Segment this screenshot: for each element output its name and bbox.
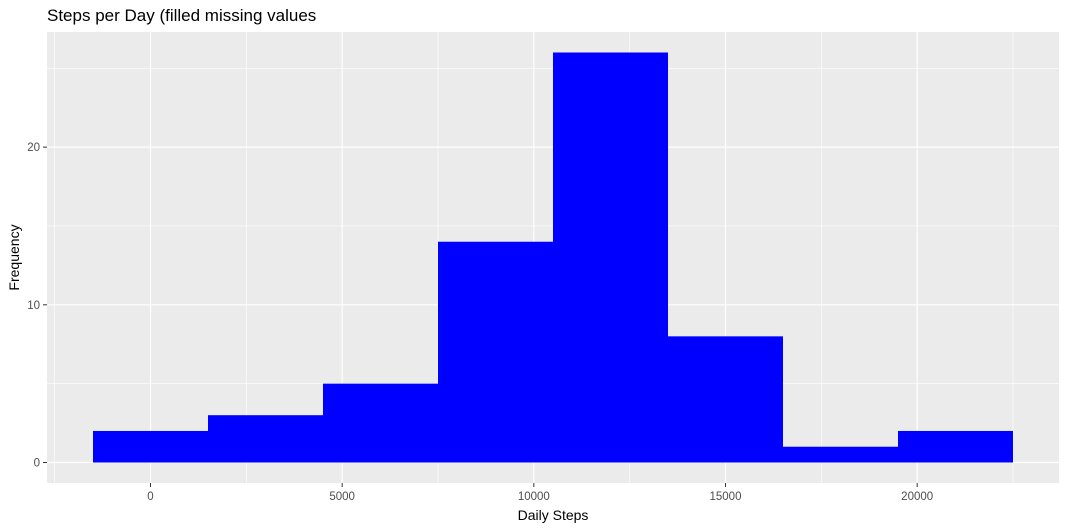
x-tick-label: 20000 [901,491,933,503]
y-tick-label: 10 [27,300,40,312]
histogram-bars [93,52,1013,463]
y-axis: 0 10 20 [27,142,47,470]
x-tick-label: 10000 [518,491,550,503]
histogram-bar [668,336,783,463]
y-tick-label: 20 [27,142,40,154]
histogram-bar [208,415,323,463]
histogram-bar [553,52,668,463]
histogram-bar [898,430,1013,463]
x-axis: 0 5000 10000 15000 20000 [147,483,933,503]
x-tick-label: 5000 [329,491,355,503]
histogram-bar [93,430,208,463]
histogram-bar [438,241,553,463]
histogram-bar [783,446,898,463]
chart-title: Steps per Day (filled missing values [47,6,316,25]
y-axis-title: Frequency [6,224,22,290]
x-axis-title: Daily Steps [518,507,589,523]
histogram-bar [323,383,438,463]
y-tick-label: 0 [34,458,40,470]
x-tick-label: 0 [147,491,153,503]
x-tick-label: 15000 [710,491,742,503]
